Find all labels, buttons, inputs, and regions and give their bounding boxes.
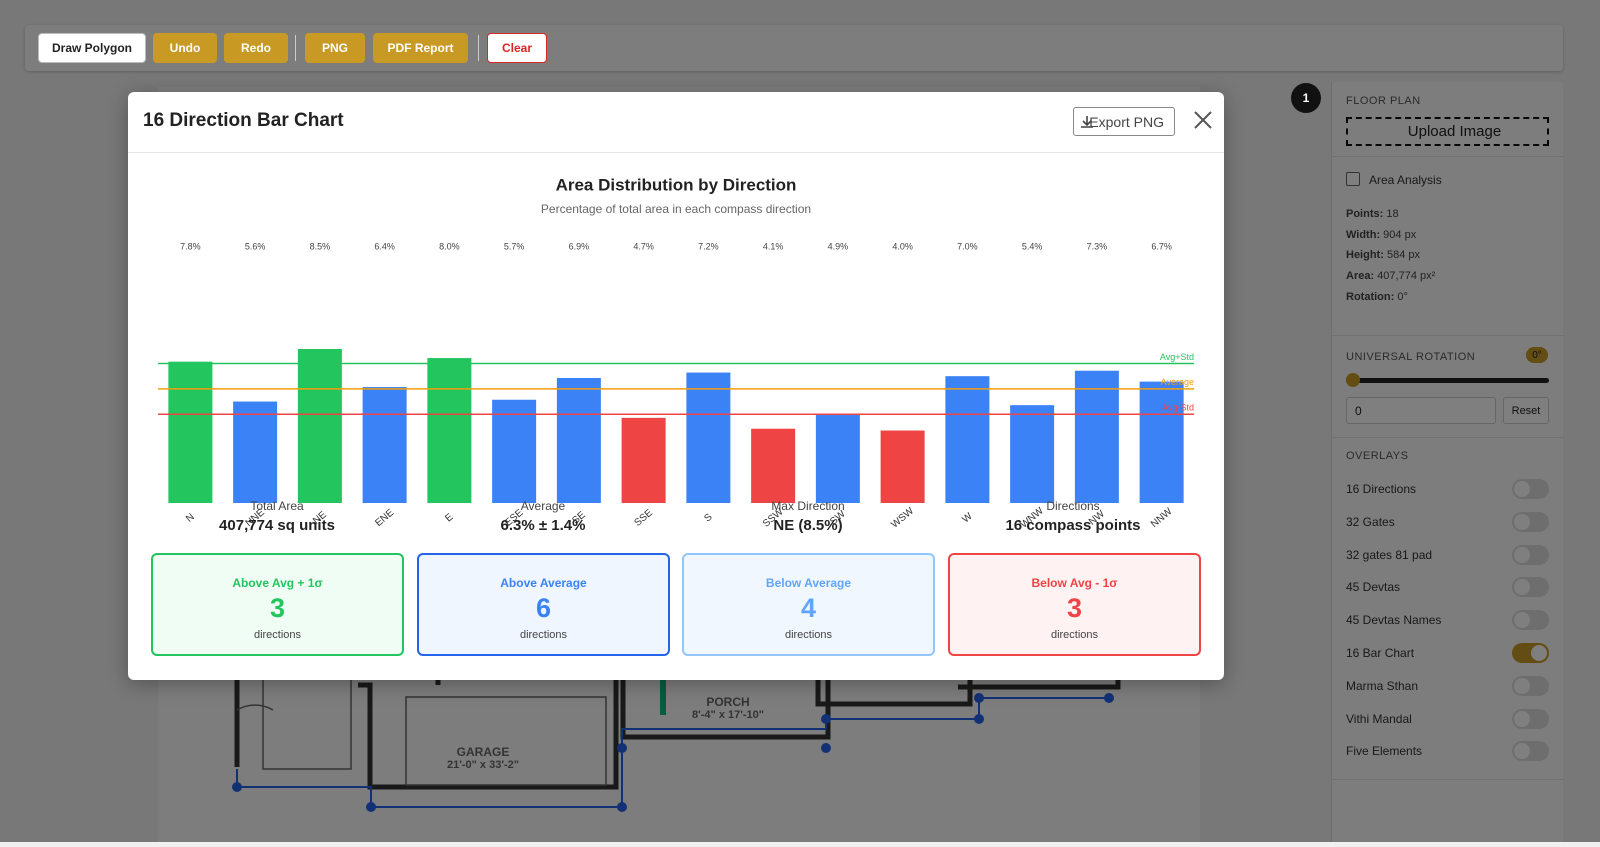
reference-label: Avg-Std [1162, 403, 1194, 413]
summary-card: Below Avg - 1σ 3 directions [948, 553, 1201, 656]
bar [168, 361, 213, 503]
summary-card: Above Avg + 1σ 3 directions [151, 553, 404, 656]
chart-subtitle: Percentage of total area in each compass… [541, 202, 811, 216]
value-label: 4.0% [892, 241, 913, 251]
modal-title: 16 Direction Bar Chart [143, 110, 344, 131]
chart: Area Distribution by Direction Percentage… [158, 175, 1194, 531]
stat-label: Max Direction [771, 499, 845, 513]
stat-value: 6.3% ± 1.4% [500, 517, 586, 534]
card-title: Below Average [765, 576, 852, 590]
bar [362, 387, 407, 503]
value-label: 5.6% [245, 241, 266, 251]
value-label: 8.0% [439, 241, 460, 251]
bar [556, 377, 601, 503]
toolbar-separator [295, 35, 296, 61]
modal: 16 Direction Bar Chart Export PNG Area D… [128, 92, 1224, 680]
toolbar-button[interactable]: PNG [305, 33, 365, 63]
toolbar-button[interactable]: Clear [487, 33, 547, 63]
stat-value: 16 compass points [1005, 517, 1141, 534]
card-unit: directions [784, 629, 833, 641]
export-png-button[interactable]: Export PNG [1073, 107, 1175, 136]
chart-title: Area Distribution by Direction [556, 175, 797, 194]
stat-value: 407,774 sq units [219, 517, 335, 534]
summary-card: Below Average 4 directions [682, 553, 935, 656]
bar [1139, 381, 1184, 503]
room-name: GARAGE [456, 745, 510, 759]
summary-card: Above Average 6 directions [417, 553, 670, 656]
bar [621, 417, 666, 503]
value-label: 4.7% [633, 241, 654, 251]
value-label: 4.1% [763, 241, 784, 251]
room-name: PORCH [706, 695, 750, 709]
card-count: 3 [269, 593, 286, 623]
download-icon [1081, 116, 1093, 128]
card-title: Above Average [500, 576, 587, 590]
room-size: 21'-0" x 33'-2" [447, 759, 519, 771]
step-badge: 1 [1291, 83, 1321, 113]
reference-label: Avg+Std [1160, 352, 1194, 362]
bar [1010, 405, 1055, 503]
stat-value: NE (8.5%) [773, 517, 843, 534]
value-label: 7.2% [698, 241, 719, 251]
toolbar-button[interactable]: Redo [224, 33, 288, 63]
toolbar-button[interactable]: PDF Report [373, 33, 468, 63]
value-label: 5.7% [504, 241, 525, 251]
card-unit: directions [253, 629, 302, 641]
card-title: Above Avg + 1σ [232, 576, 323, 590]
stat-label: Average [520, 499, 566, 513]
card-unit: directions [1050, 629, 1099, 641]
card-unit: directions [519, 629, 568, 641]
bar [297, 349, 342, 503]
modal-header [128, 92, 1224, 153]
close-button[interactable] [1192, 109, 1214, 131]
bar [815, 414, 860, 503]
value-label: 6.4% [374, 241, 395, 251]
bar [945, 376, 990, 503]
bar [880, 430, 925, 503]
bar [233, 401, 278, 503]
card-count: 4 [800, 593, 817, 623]
bar [492, 399, 537, 503]
toolbar-separator [478, 35, 479, 61]
stat-label: Total Area [250, 499, 304, 513]
stat-label: Directions [1046, 499, 1100, 513]
card-count: 3 [1066, 593, 1083, 623]
value-label: 6.9% [569, 241, 590, 251]
room-size: 8'-4" x 17'-10" [692, 709, 764, 721]
value-label: 7.3% [1087, 241, 1108, 251]
card-title: Below Avg - 1σ [1031, 576, 1118, 590]
value-label: 7.0% [957, 241, 978, 251]
bar [751, 428, 796, 503]
value-label: 4.9% [828, 241, 849, 251]
value-label: 8.5% [310, 241, 331, 251]
bar [1074, 370, 1119, 503]
reference-label: Average [1161, 377, 1194, 387]
bar [686, 372, 731, 503]
toolbar-button[interactable]: Draw Polygon [38, 33, 146, 63]
toolbar-button[interactable]: Undo [153, 33, 217, 63]
value-label: 5.4% [1022, 241, 1043, 251]
value-label: 6.7% [1151, 241, 1172, 251]
bar [427, 358, 472, 503]
card-count: 6 [535, 593, 552, 623]
value-label: 7.8% [180, 241, 201, 251]
